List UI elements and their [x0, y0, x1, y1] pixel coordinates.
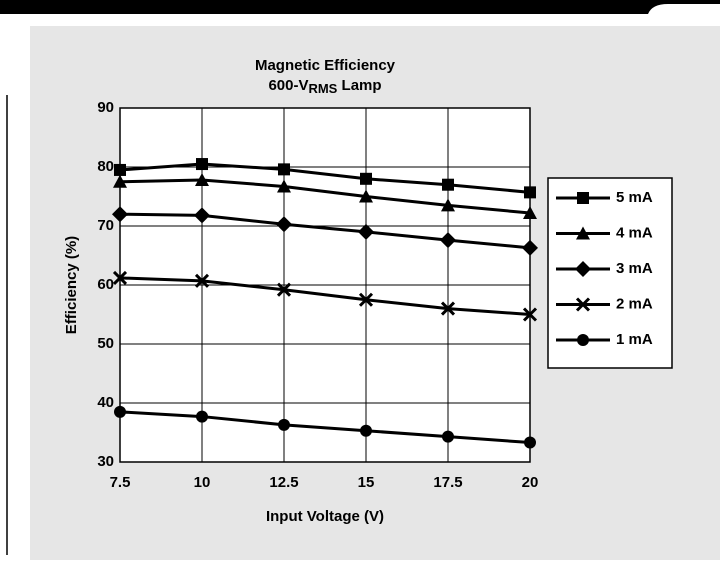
series-line [119, 410, 531, 445]
marker [195, 172, 209, 186]
x-tick-label: 15 [358, 474, 375, 491]
y-tick-label: 70 [97, 217, 114, 234]
legend-marker [577, 192, 589, 204]
marker [522, 307, 538, 322]
series-line [119, 178, 531, 215]
y-tick-label: 90 [97, 99, 114, 116]
marker [114, 405, 126, 418]
marker [442, 430, 454, 443]
y-tick-label: 40 [97, 394, 114, 411]
x-axis-label: Input Voltage (V) [266, 508, 384, 525]
legend-label: 5 mA [616, 189, 653, 206]
marker [276, 216, 292, 233]
series-line [119, 212, 531, 250]
marker [522, 239, 538, 256]
legend-marker [577, 334, 589, 346]
y-axis-label: Efficiency (%) [63, 236, 80, 334]
y-tick-label: 50 [97, 335, 114, 352]
marker [523, 206, 537, 220]
legend-marker [575, 297, 591, 312]
x-tick-label: 10 [194, 474, 211, 491]
chart-title: Magnetic Efficiency [255, 57, 396, 74]
marker [360, 172, 372, 185]
marker [440, 232, 456, 249]
marker [194, 273, 210, 288]
marker [196, 410, 208, 423]
marker [278, 163, 290, 176]
marker [194, 207, 210, 224]
header-bar [0, 0, 720, 14]
marker [278, 418, 290, 431]
marker [113, 174, 127, 188]
marker [359, 189, 373, 203]
marker [440, 301, 456, 316]
y-tick-label: 30 [97, 453, 114, 470]
marker [360, 424, 372, 437]
legend-box [547, 177, 673, 369]
legend-label: 1 mA [616, 331, 653, 348]
x-tick-label: 17.5 [433, 474, 462, 491]
marker [112, 270, 128, 285]
marker [276, 282, 292, 297]
x-tick-label: 20 [522, 474, 539, 491]
marker [524, 186, 536, 199]
series-line [119, 276, 531, 316]
marker [358, 223, 374, 240]
marker [114, 163, 126, 176]
chart-subtitle: 600-VRMS Lamp [268, 77, 381, 96]
y-tick-label: 80 [97, 158, 114, 175]
series-line [119, 162, 531, 194]
legend-marker [576, 226, 590, 240]
legend-label: 4 mA [616, 224, 653, 241]
marker [112, 206, 128, 223]
legend-label: 3 mA [616, 260, 653, 277]
marker [196, 158, 208, 171]
legend-label: 2 mA [616, 295, 653, 312]
marker [358, 292, 374, 307]
x-tick-label: 7.5 [110, 474, 131, 491]
marker [277, 179, 291, 193]
x-tick-label: 12.5 [269, 474, 298, 491]
marker [524, 436, 536, 449]
legend-marker [575, 261, 591, 277]
y-tick-label: 60 [97, 276, 114, 293]
marker [442, 178, 454, 191]
marker [441, 198, 455, 212]
